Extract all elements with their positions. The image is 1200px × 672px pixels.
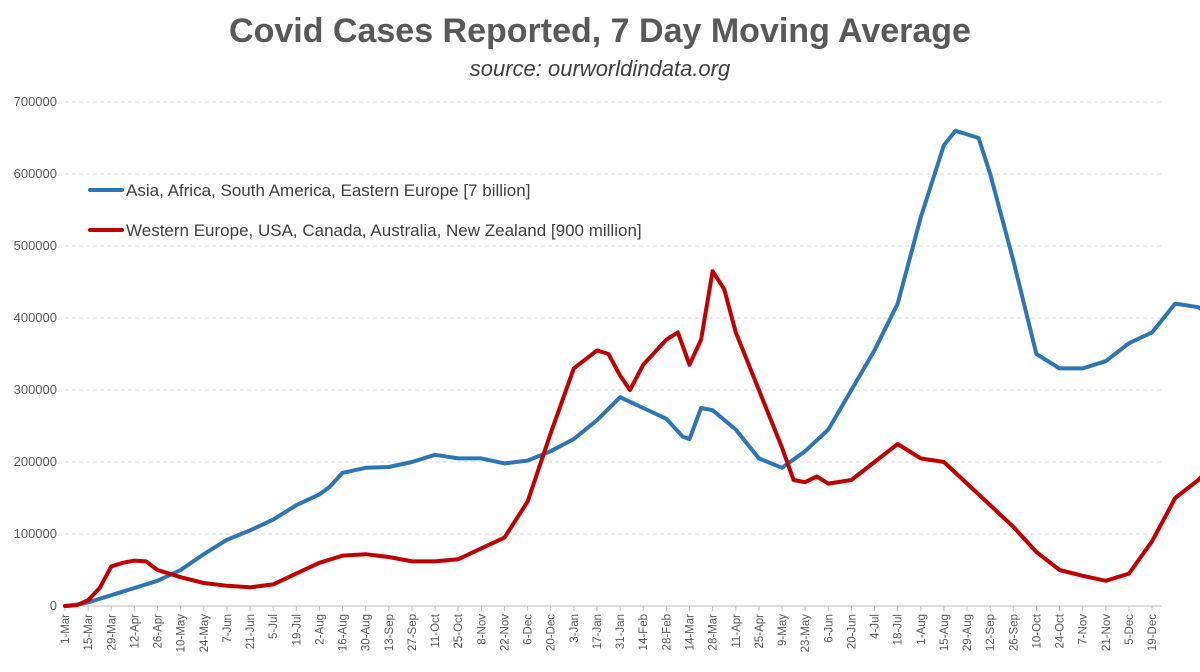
x-tick-label: 21-Jun: [245, 614, 257, 649]
x-tick-label: 25-Oct: [453, 613, 465, 648]
x-tick-label: 17-Jan: [592, 614, 604, 649]
gridlines: [65, 101, 1162, 535]
legend: Asia, Africa, South America, Eastern Eur…: [88, 181, 642, 240]
x-tick-label: 24-May: [199, 614, 211, 653]
x-tick-label: 5-Dec: [1124, 614, 1136, 645]
series-line-2: [63, 269, 1200, 608]
legend-label-1: Asia, Africa, South America, Eastern Eur…: [126, 181, 530, 200]
chart-title: Covid Cases Reported, 7 Day Moving Avera…: [229, 12, 971, 50]
x-tick-label: 10-Oct: [1031, 613, 1043, 648]
x-tick-label: 21-Nov: [1101, 614, 1113, 651]
series-line-1: [63, 128, 1200, 608]
y-tick-label: 600000: [14, 166, 57, 181]
x-tick-label: 15-Aug: [939, 614, 951, 651]
x-tick-label: 19-Jul: [291, 614, 303, 645]
y-axis: 0 100000 200000 300000 400000 500000 600000 700…: [14, 94, 57, 613]
x-tick-label: 29-Aug: [962, 614, 974, 651]
x-tick-label: 23-May: [800, 614, 812, 653]
x-axis: 1-Mar 15-Mar 29-Mar 12-Apr 26-Apr 10-May 24-Ma…: [60, 605, 1162, 653]
y-tick-label: 700000: [14, 94, 57, 109]
x-tick-label: 19-Dec: [1147, 614, 1159, 651]
y-tick-label: 300000: [14, 382, 57, 397]
x-tick-label: 27-Sep: [407, 614, 419, 651]
x-tick-label: 20-Dec: [546, 614, 558, 651]
x-tick-label: 26-Sep: [1008, 614, 1020, 651]
x-tick-label: 14-Feb: [638, 614, 650, 650]
y-tick-label: 0: [50, 598, 57, 613]
x-tick-label: 9-May: [777, 614, 789, 646]
x-tick-label: 3-Jan: [569, 614, 581, 643]
x-tick-label: 6-Jun: [823, 614, 835, 643]
y-tick-label: 200000: [14, 454, 57, 469]
y-tick-label: 500000: [14, 238, 57, 253]
x-tick-label: 22-Nov: [499, 614, 511, 651]
x-tick-label: 4-Jul: [870, 614, 882, 639]
x-tick-label: 11-Apr: [731, 614, 743, 648]
series-lines: [63, 128, 1200, 608]
x-tick-label: 6-Dec: [523, 614, 535, 645]
x-tick-label: 16-Aug: [338, 614, 350, 651]
x-tick-label: 25-Apr: [754, 614, 766, 649]
x-tick-label: 11-Oct: [430, 613, 442, 647]
x-tick-label: 24-Oct: [1055, 613, 1067, 648]
chart-subtitle: source: ourworldindata.org: [469, 56, 731, 81]
x-tick-label: 15-Mar: [83, 614, 95, 651]
x-tick-label: 10-May: [176, 614, 188, 653]
x-tick-label: 7-Jun: [222, 614, 234, 643]
x-tick-label: 28-Mar: [708, 614, 720, 651]
x-tick-label: 12-Apr: [129, 614, 141, 649]
x-tick-label: 30-Aug: [361, 614, 373, 651]
x-tick-label: 28-Feb: [661, 614, 673, 650]
x-tick-label: 2-Aug: [314, 614, 326, 645]
x-tick-label: 1-Aug: [916, 614, 928, 645]
x-tick-label: 20-Jun: [846, 614, 858, 649]
x-tick-label: 13-Sep: [384, 614, 396, 651]
x-tick-label: 31-Jan: [615, 614, 627, 649]
y-tick-label: 400000: [14, 310, 57, 325]
x-tick-label: 7-Nov: [1078, 614, 1090, 645]
x-tick-label: 12-Sep: [985, 614, 997, 651]
x-tick-label: 8-Nov: [476, 614, 488, 645]
x-tick-label: 29-Mar: [106, 614, 118, 651]
x-tick-label: 1-Mar: [60, 614, 72, 644]
x-tick-label: 14-Mar: [684, 614, 696, 651]
x-tick-label: 5-Jul: [268, 614, 280, 639]
x-tick-label: 26-Apr: [153, 614, 165, 649]
legend-label-2: Western Europe, USA, Canada, Australia, …: [126, 221, 642, 240]
y-tick-label: 100000: [14, 526, 57, 541]
x-tick-label: 18-Jul: [893, 614, 905, 645]
